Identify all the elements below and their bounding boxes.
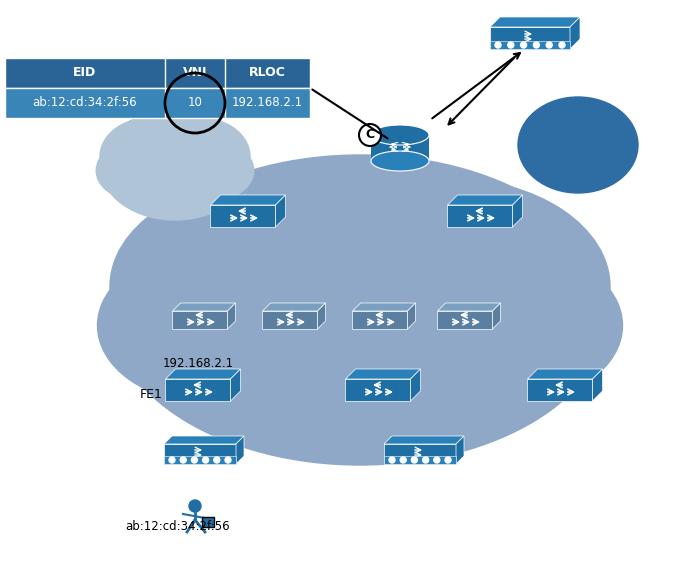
Ellipse shape bbox=[584, 131, 632, 174]
Circle shape bbox=[169, 457, 175, 463]
Polygon shape bbox=[262, 311, 318, 329]
Polygon shape bbox=[512, 195, 523, 227]
Polygon shape bbox=[438, 303, 501, 311]
Polygon shape bbox=[173, 303, 236, 311]
Circle shape bbox=[400, 457, 406, 463]
Circle shape bbox=[546, 42, 552, 48]
Ellipse shape bbox=[100, 118, 197, 195]
Text: ab:12:cd:34:2f:56: ab:12:cd:34:2f:56 bbox=[33, 97, 137, 109]
Circle shape bbox=[214, 457, 220, 463]
Polygon shape bbox=[527, 379, 593, 401]
Text: FE1: FE1 bbox=[140, 388, 163, 401]
Polygon shape bbox=[236, 436, 244, 464]
Text: C: C bbox=[365, 128, 375, 142]
FancyBboxPatch shape bbox=[5, 58, 310, 88]
Ellipse shape bbox=[100, 110, 250, 220]
Circle shape bbox=[559, 42, 565, 48]
Text: VNI: VNI bbox=[183, 66, 208, 79]
Polygon shape bbox=[384, 436, 464, 444]
Polygon shape bbox=[164, 456, 236, 464]
Ellipse shape bbox=[371, 125, 429, 145]
FancyBboxPatch shape bbox=[5, 88, 310, 118]
Polygon shape bbox=[438, 311, 493, 329]
Circle shape bbox=[434, 457, 440, 463]
Polygon shape bbox=[384, 456, 456, 464]
Polygon shape bbox=[490, 41, 570, 49]
Circle shape bbox=[225, 457, 231, 463]
Ellipse shape bbox=[97, 143, 164, 198]
Polygon shape bbox=[384, 444, 456, 464]
Polygon shape bbox=[345, 379, 410, 401]
Circle shape bbox=[412, 457, 417, 463]
Ellipse shape bbox=[518, 97, 638, 193]
Text: RLOC: RLOC bbox=[249, 66, 286, 79]
Circle shape bbox=[191, 457, 197, 463]
Polygon shape bbox=[166, 369, 240, 379]
Circle shape bbox=[495, 42, 501, 48]
Polygon shape bbox=[345, 369, 421, 379]
Text: 10: 10 bbox=[188, 97, 203, 109]
Circle shape bbox=[389, 457, 395, 463]
Ellipse shape bbox=[397, 248, 623, 403]
Ellipse shape bbox=[285, 178, 610, 395]
Polygon shape bbox=[447, 205, 512, 227]
Polygon shape bbox=[447, 195, 523, 205]
Circle shape bbox=[359, 124, 381, 146]
Ellipse shape bbox=[371, 151, 429, 171]
Circle shape bbox=[521, 42, 527, 48]
Ellipse shape bbox=[110, 178, 435, 395]
Ellipse shape bbox=[153, 118, 250, 195]
Circle shape bbox=[534, 42, 539, 48]
Polygon shape bbox=[164, 444, 236, 464]
Ellipse shape bbox=[235, 170, 485, 325]
Polygon shape bbox=[408, 303, 416, 329]
Polygon shape bbox=[490, 17, 580, 27]
Circle shape bbox=[203, 457, 209, 463]
Text: EID: EID bbox=[73, 66, 97, 79]
Polygon shape bbox=[275, 195, 286, 227]
Polygon shape bbox=[593, 369, 603, 401]
Polygon shape bbox=[230, 369, 240, 401]
Polygon shape bbox=[353, 303, 416, 311]
Ellipse shape bbox=[186, 143, 253, 198]
FancyBboxPatch shape bbox=[202, 517, 214, 527]
Circle shape bbox=[189, 500, 201, 512]
Polygon shape bbox=[490, 27, 570, 49]
Text: ab:12:cd:34:2f:56: ab:12:cd:34:2f:56 bbox=[125, 520, 229, 532]
FancyBboxPatch shape bbox=[371, 135, 429, 161]
Polygon shape bbox=[318, 303, 325, 329]
Circle shape bbox=[423, 457, 429, 463]
Polygon shape bbox=[456, 436, 464, 464]
Polygon shape bbox=[227, 303, 236, 329]
Ellipse shape bbox=[548, 107, 608, 154]
Polygon shape bbox=[410, 369, 421, 401]
Polygon shape bbox=[210, 205, 275, 227]
Ellipse shape bbox=[110, 155, 610, 465]
Polygon shape bbox=[173, 311, 227, 329]
Circle shape bbox=[445, 457, 451, 463]
Ellipse shape bbox=[524, 107, 596, 164]
Text: 192.168.2.1: 192.168.2.1 bbox=[162, 357, 234, 370]
Ellipse shape bbox=[138, 116, 212, 170]
Polygon shape bbox=[493, 303, 501, 329]
Polygon shape bbox=[262, 303, 325, 311]
Text: 192.168.2.1: 192.168.2.1 bbox=[232, 97, 303, 109]
Polygon shape bbox=[210, 195, 286, 205]
Polygon shape bbox=[164, 436, 244, 444]
Circle shape bbox=[508, 42, 514, 48]
Polygon shape bbox=[527, 369, 603, 379]
Ellipse shape bbox=[97, 248, 323, 403]
Polygon shape bbox=[353, 311, 408, 329]
Circle shape bbox=[180, 457, 186, 463]
Ellipse shape bbox=[560, 107, 632, 164]
Polygon shape bbox=[570, 17, 580, 49]
Ellipse shape bbox=[524, 131, 572, 174]
Polygon shape bbox=[166, 379, 230, 401]
